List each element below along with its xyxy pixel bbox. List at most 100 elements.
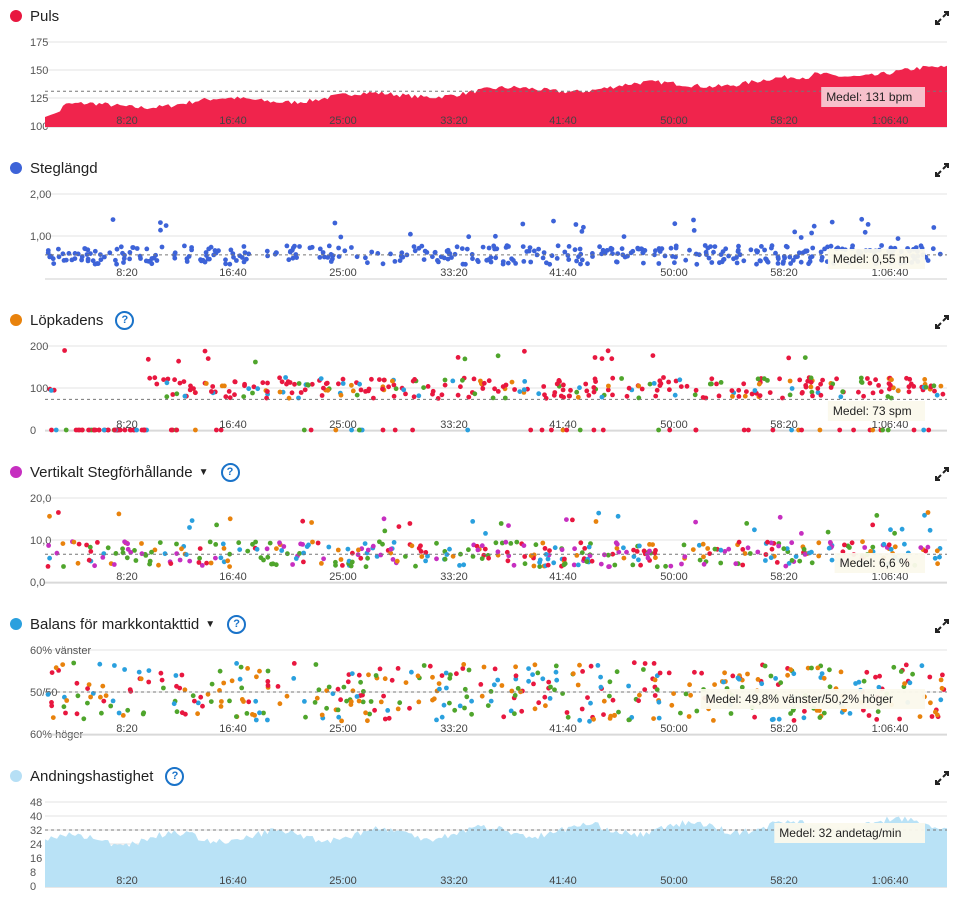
data-point [614,545,620,551]
data-point [709,260,715,265]
data-point [828,243,834,249]
data-point [583,381,589,387]
expand-icon[interactable] [935,771,949,785]
data-point [511,562,517,568]
data-point [636,383,642,389]
data-point [626,683,631,689]
data-point [535,670,541,676]
data-point [565,253,571,258]
data-point [53,665,59,671]
data-point [741,258,747,264]
data-point [842,542,847,548]
dropdown-caret-icon[interactable]: ▼ [198,466,209,478]
expand-icon[interactable] [935,467,949,481]
data-point [149,549,154,555]
data-point [401,387,407,393]
data-point [127,256,132,262]
data-point [918,545,924,550]
data-point [380,386,385,392]
data-point [485,703,491,708]
data-point [447,546,452,552]
data-point [354,392,360,398]
help-icon[interactable]: ? [115,310,135,330]
area-series [45,65,947,127]
data-point [225,558,231,564]
data-point [274,546,279,551]
data-point [793,554,799,559]
help-icon[interactable]: ? [165,766,185,786]
heart-rate-chart: 175 150 125 100 8:20 16:40 25:00 33:20 41:40 50:0… [30,37,947,133]
data-point [168,427,174,433]
data-point [701,561,707,567]
data-point [858,375,864,381]
data-point [588,663,594,669]
data-point [552,687,557,693]
data-point [482,546,488,552]
data-point [495,677,501,683]
data-point [362,541,368,546]
expand-icon[interactable] [935,163,949,177]
data-point [257,668,262,674]
data-point [486,555,491,561]
data-point [586,544,592,550]
data-point [421,385,426,390]
mean-label: Medel: 6,6 % [840,556,910,570]
data-point [711,718,716,723]
panel-header: Balans för markkontakttid ▼ ? [10,613,247,635]
data-point [834,376,839,382]
data-point [509,688,515,694]
data-point [919,663,925,669]
panel-header: Vertikalt Stegförhållande ▼ ? [10,461,240,483]
data-point [427,663,433,669]
data-point [159,677,165,683]
data-point [542,392,547,398]
data-point [455,355,461,360]
data-point [585,695,590,700]
data-point [747,551,753,556]
data-point [152,547,158,553]
data-point [662,253,668,259]
data-point [572,546,577,552]
dropdown-caret-icon[interactable]: ▼ [205,618,216,630]
data-point [639,386,645,392]
data-point [808,255,813,261]
data-point [365,260,370,266]
expand-icon[interactable] [935,315,949,329]
data-point [825,529,831,535]
data-point [571,562,577,568]
data-point [61,564,66,569]
help-icon[interactable]: ? [227,614,247,634]
data-point [868,549,873,554]
data-point [164,380,170,386]
data-point [177,557,183,563]
data-point [647,381,653,387]
data-point [588,700,593,706]
data-point [173,673,179,678]
data-point [234,661,240,666]
data-point [314,695,320,701]
data-point [918,243,924,249]
data-point [553,669,559,675]
data-point [847,545,852,550]
data-point [859,380,865,385]
expand-icon[interactable] [935,619,949,633]
data-point [315,540,321,546]
data-point [388,251,393,257]
data-point [651,381,657,386]
data-point [673,378,679,384]
x-tick-label: 8:20 [116,419,137,431]
data-point [423,550,429,555]
data-point [929,714,935,719]
data-point [75,427,81,433]
data-point [940,672,945,678]
help-icon[interactable]: ? [220,462,240,482]
data-point [349,382,354,388]
data-point [411,244,417,249]
data-point [140,711,146,717]
data-point [874,513,880,518]
expand-icon[interactable] [935,11,949,25]
data-point [87,544,93,550]
data-point [684,383,690,389]
data-point [744,521,750,526]
data-point [371,395,376,401]
